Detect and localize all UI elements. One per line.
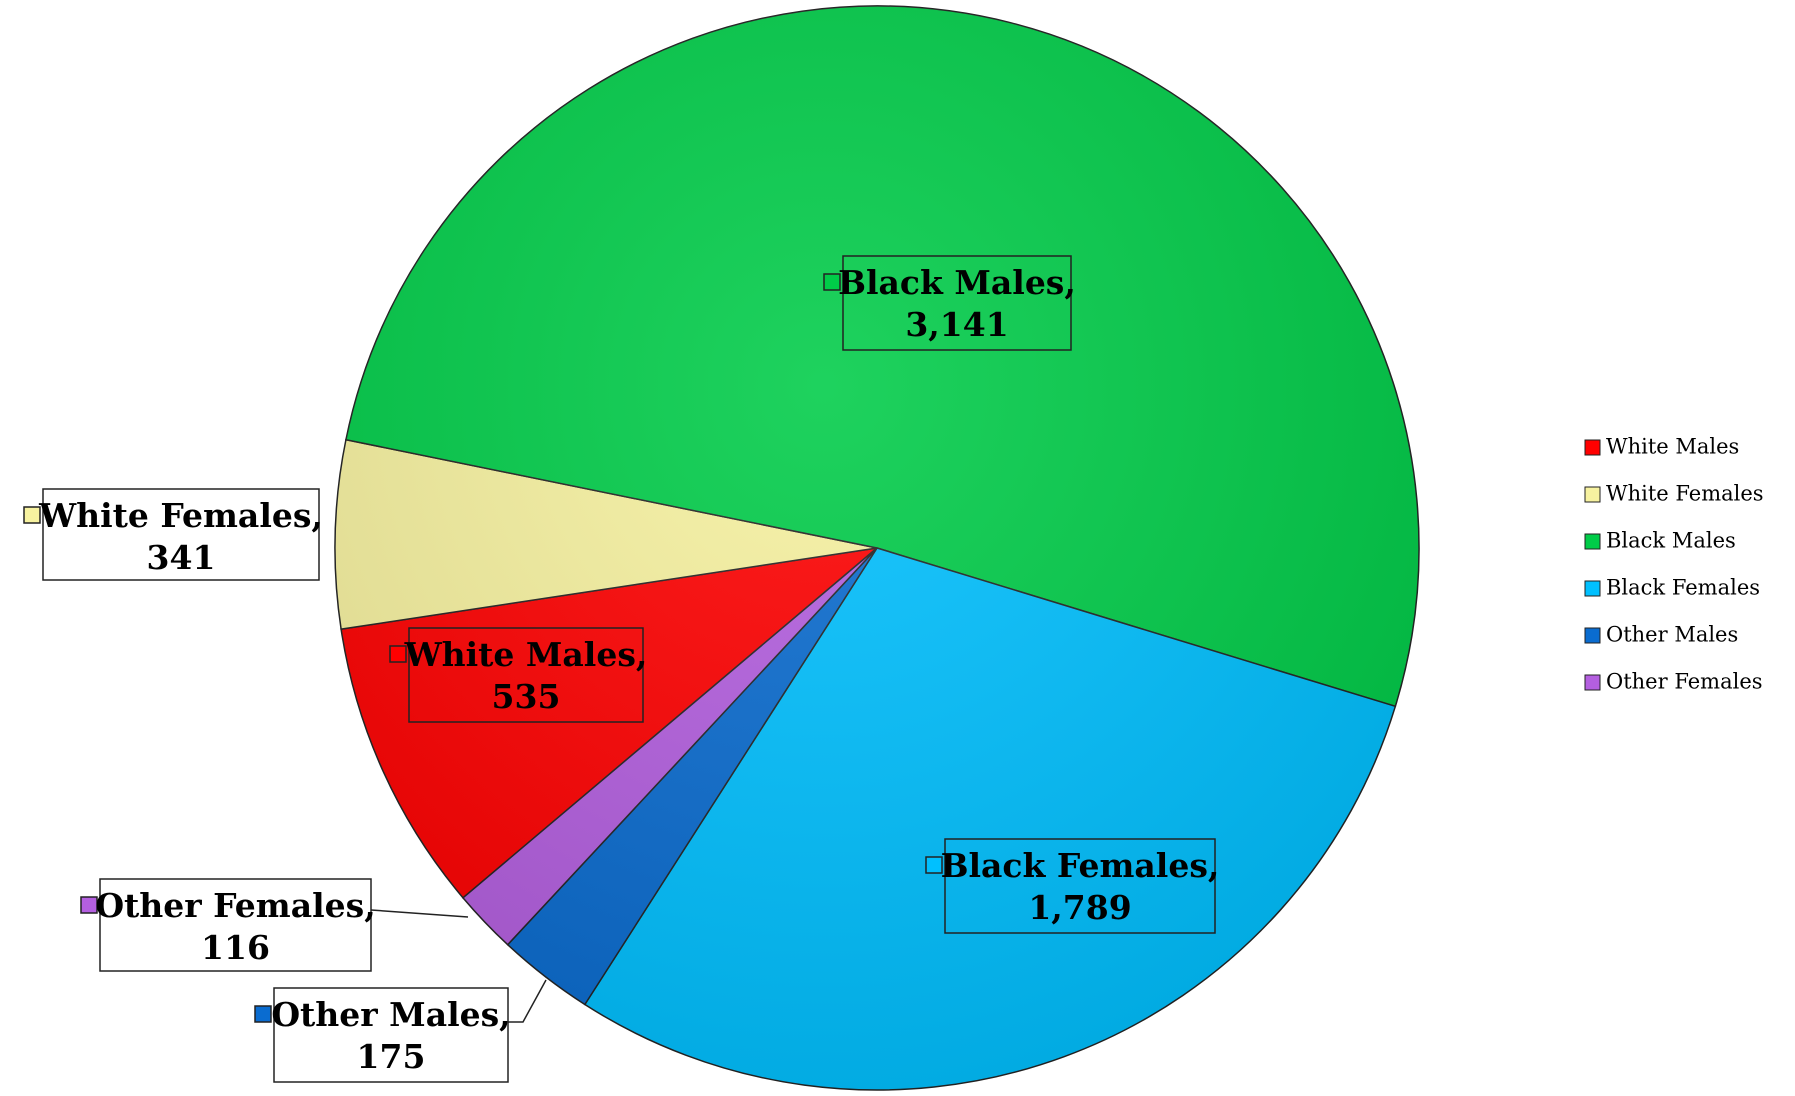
legend-key [1584,486,1601,503]
data-label-key [823,273,841,291]
data-label-box [273,987,509,1083]
leader-line [370,909,469,918]
legend-label: Other Females [1606,670,1763,694]
data-label-box [99,878,372,972]
data-label-key [80,896,98,914]
data-label-value: 3,141 [905,305,1008,344]
data-label-key [925,856,943,874]
legend-key [1584,580,1601,597]
data-label-value: 1,789 [1028,888,1131,927]
legend-label: White Females [1606,482,1764,506]
data-label-key [23,506,41,524]
legend-label: White Males [1606,435,1739,459]
data-label-box [842,255,1072,351]
data-label-name: White Females, [38,496,323,535]
data-label-name: Other Females, [95,886,375,925]
data-label-name: Black Females, [941,846,1220,885]
data-label-value: 341 [147,538,216,577]
data-label-key [254,1005,272,1023]
leader-line [508,979,547,1023]
legend-label: Black Males [1606,529,1736,553]
data-label-name: Other Males, [271,995,510,1034]
legend-label: Black Females [1606,576,1760,600]
data-label-value: 535 [492,677,561,716]
legend-label: Other Males [1606,623,1738,647]
legend-key [1584,674,1601,691]
data-label-box [42,488,320,581]
data-label-name: White Males, [404,635,648,674]
legend-key [1584,439,1601,456]
legend-key [1584,533,1601,550]
data-label-value: 116 [201,928,270,967]
data-label-box [944,838,1216,934]
data-label-value: 175 [357,1037,426,1076]
data-label-key [389,645,407,663]
legend-key [1584,627,1601,644]
data-label-name: Black Males, [838,263,1076,302]
data-label-box [408,627,644,723]
